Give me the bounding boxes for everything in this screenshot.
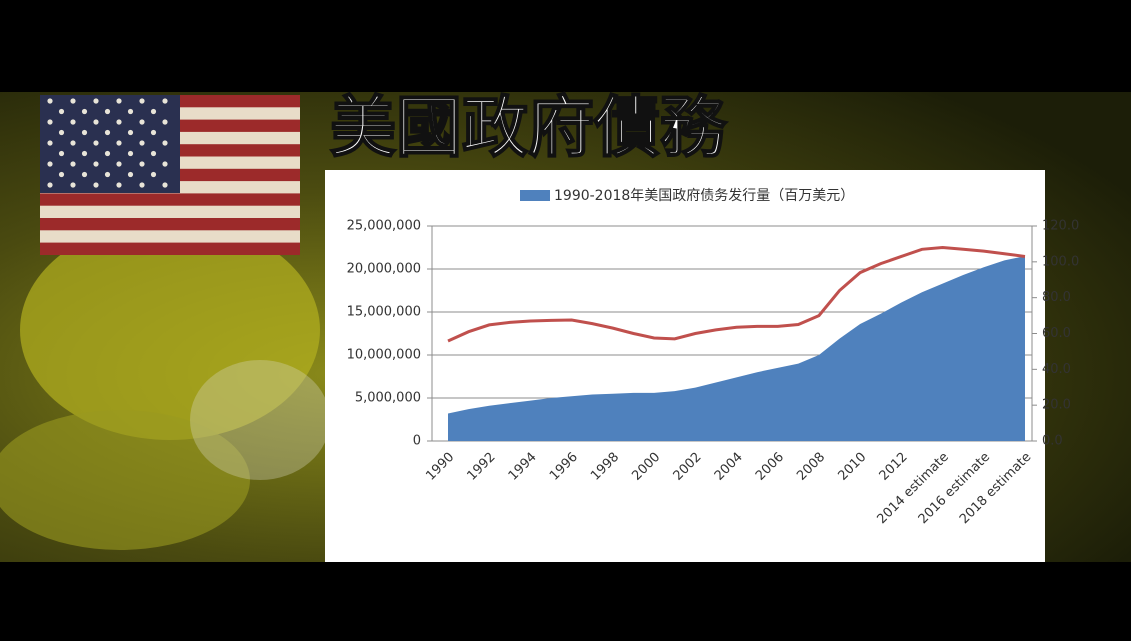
y2-tick-label: 100.0: [1042, 254, 1079, 269]
flag-star: [162, 182, 168, 188]
y2-tick-label: 60.0: [1042, 326, 1071, 341]
blob: [20, 220, 320, 440]
y-tick-label: 15,000,000: [347, 305, 421, 320]
y-tick-label: 5,000,000: [355, 391, 421, 406]
flag-star: [139, 182, 145, 188]
flag-star: [81, 129, 88, 136]
flag-star: [127, 108, 134, 115]
flag-star: [116, 161, 122, 167]
flag-star: [58, 150, 65, 157]
flag-star: [127, 171, 134, 178]
flag-star: [116, 182, 122, 188]
flag-star: [104, 171, 111, 178]
flag-star: [150, 129, 157, 136]
area: [448, 256, 1025, 441]
page-title: 美國政府債務: [330, 89, 727, 166]
blob: [190, 360, 330, 480]
flag-star: [139, 98, 145, 104]
blob: [0, 410, 250, 550]
flag-star: [81, 108, 88, 115]
y2-tick-label: 20.0: [1042, 398, 1071, 413]
line: [447, 245, 1026, 343]
flag-star: [93, 140, 99, 146]
flag-star: [139, 119, 145, 125]
flag-star: [81, 150, 88, 157]
flag-star: [70, 119, 76, 125]
flag-star: [58, 129, 65, 136]
flag-star: [139, 140, 145, 146]
flag-star: [116, 98, 122, 104]
flag-star: [139, 161, 145, 167]
y2-tick-label: 40.0: [1042, 362, 1071, 377]
flag-star: [150, 108, 157, 115]
y-tick-label: 0: [413, 434, 421, 449]
flag-star: [162, 140, 168, 146]
flag-star: [162, 161, 168, 167]
flag-star: [162, 98, 168, 104]
flag-star: [127, 150, 134, 157]
legend-label: 1990-2018年美国政府债务发行量（百万美元）: [554, 188, 854, 204]
y-tick-label: 25,000,000: [347, 219, 421, 234]
flag-star: [93, 161, 99, 167]
y-tick-label: 10,000,000: [347, 348, 421, 363]
flag-star: [58, 171, 65, 178]
y2-tick-label: 0.0: [1042, 434, 1063, 449]
flag-star: [104, 150, 111, 157]
flag-star: [104, 129, 111, 136]
flag-star: [127, 129, 134, 136]
flag-star: [116, 119, 122, 125]
flag-star: [150, 171, 157, 178]
flag: [40, 95, 300, 255]
flag-star: [47, 98, 53, 104]
flag-star: [150, 150, 157, 157]
flag-star: [47, 161, 53, 167]
flag-star: [93, 182, 99, 188]
flag-star: [47, 140, 53, 146]
flag-star: [58, 108, 65, 115]
y-tick-label: 20,000,000: [347, 262, 421, 277]
flag-star: [93, 98, 99, 104]
y2-tick-label: 80.0: [1042, 290, 1071, 305]
flag-star: [81, 171, 88, 178]
flag-star: [47, 119, 53, 125]
flag-star: [70, 161, 76, 167]
flag-star: [116, 140, 122, 146]
flag-star: [47, 182, 53, 188]
flag-star: [70, 182, 76, 188]
flag-star: [70, 140, 76, 146]
flag-star: [162, 119, 168, 125]
y2-tick-label: 120.0: [1042, 219, 1079, 234]
flag-star: [93, 119, 99, 125]
legend-swatch: [520, 190, 550, 201]
flag-star: [70, 98, 76, 104]
flag-star: [104, 108, 111, 115]
